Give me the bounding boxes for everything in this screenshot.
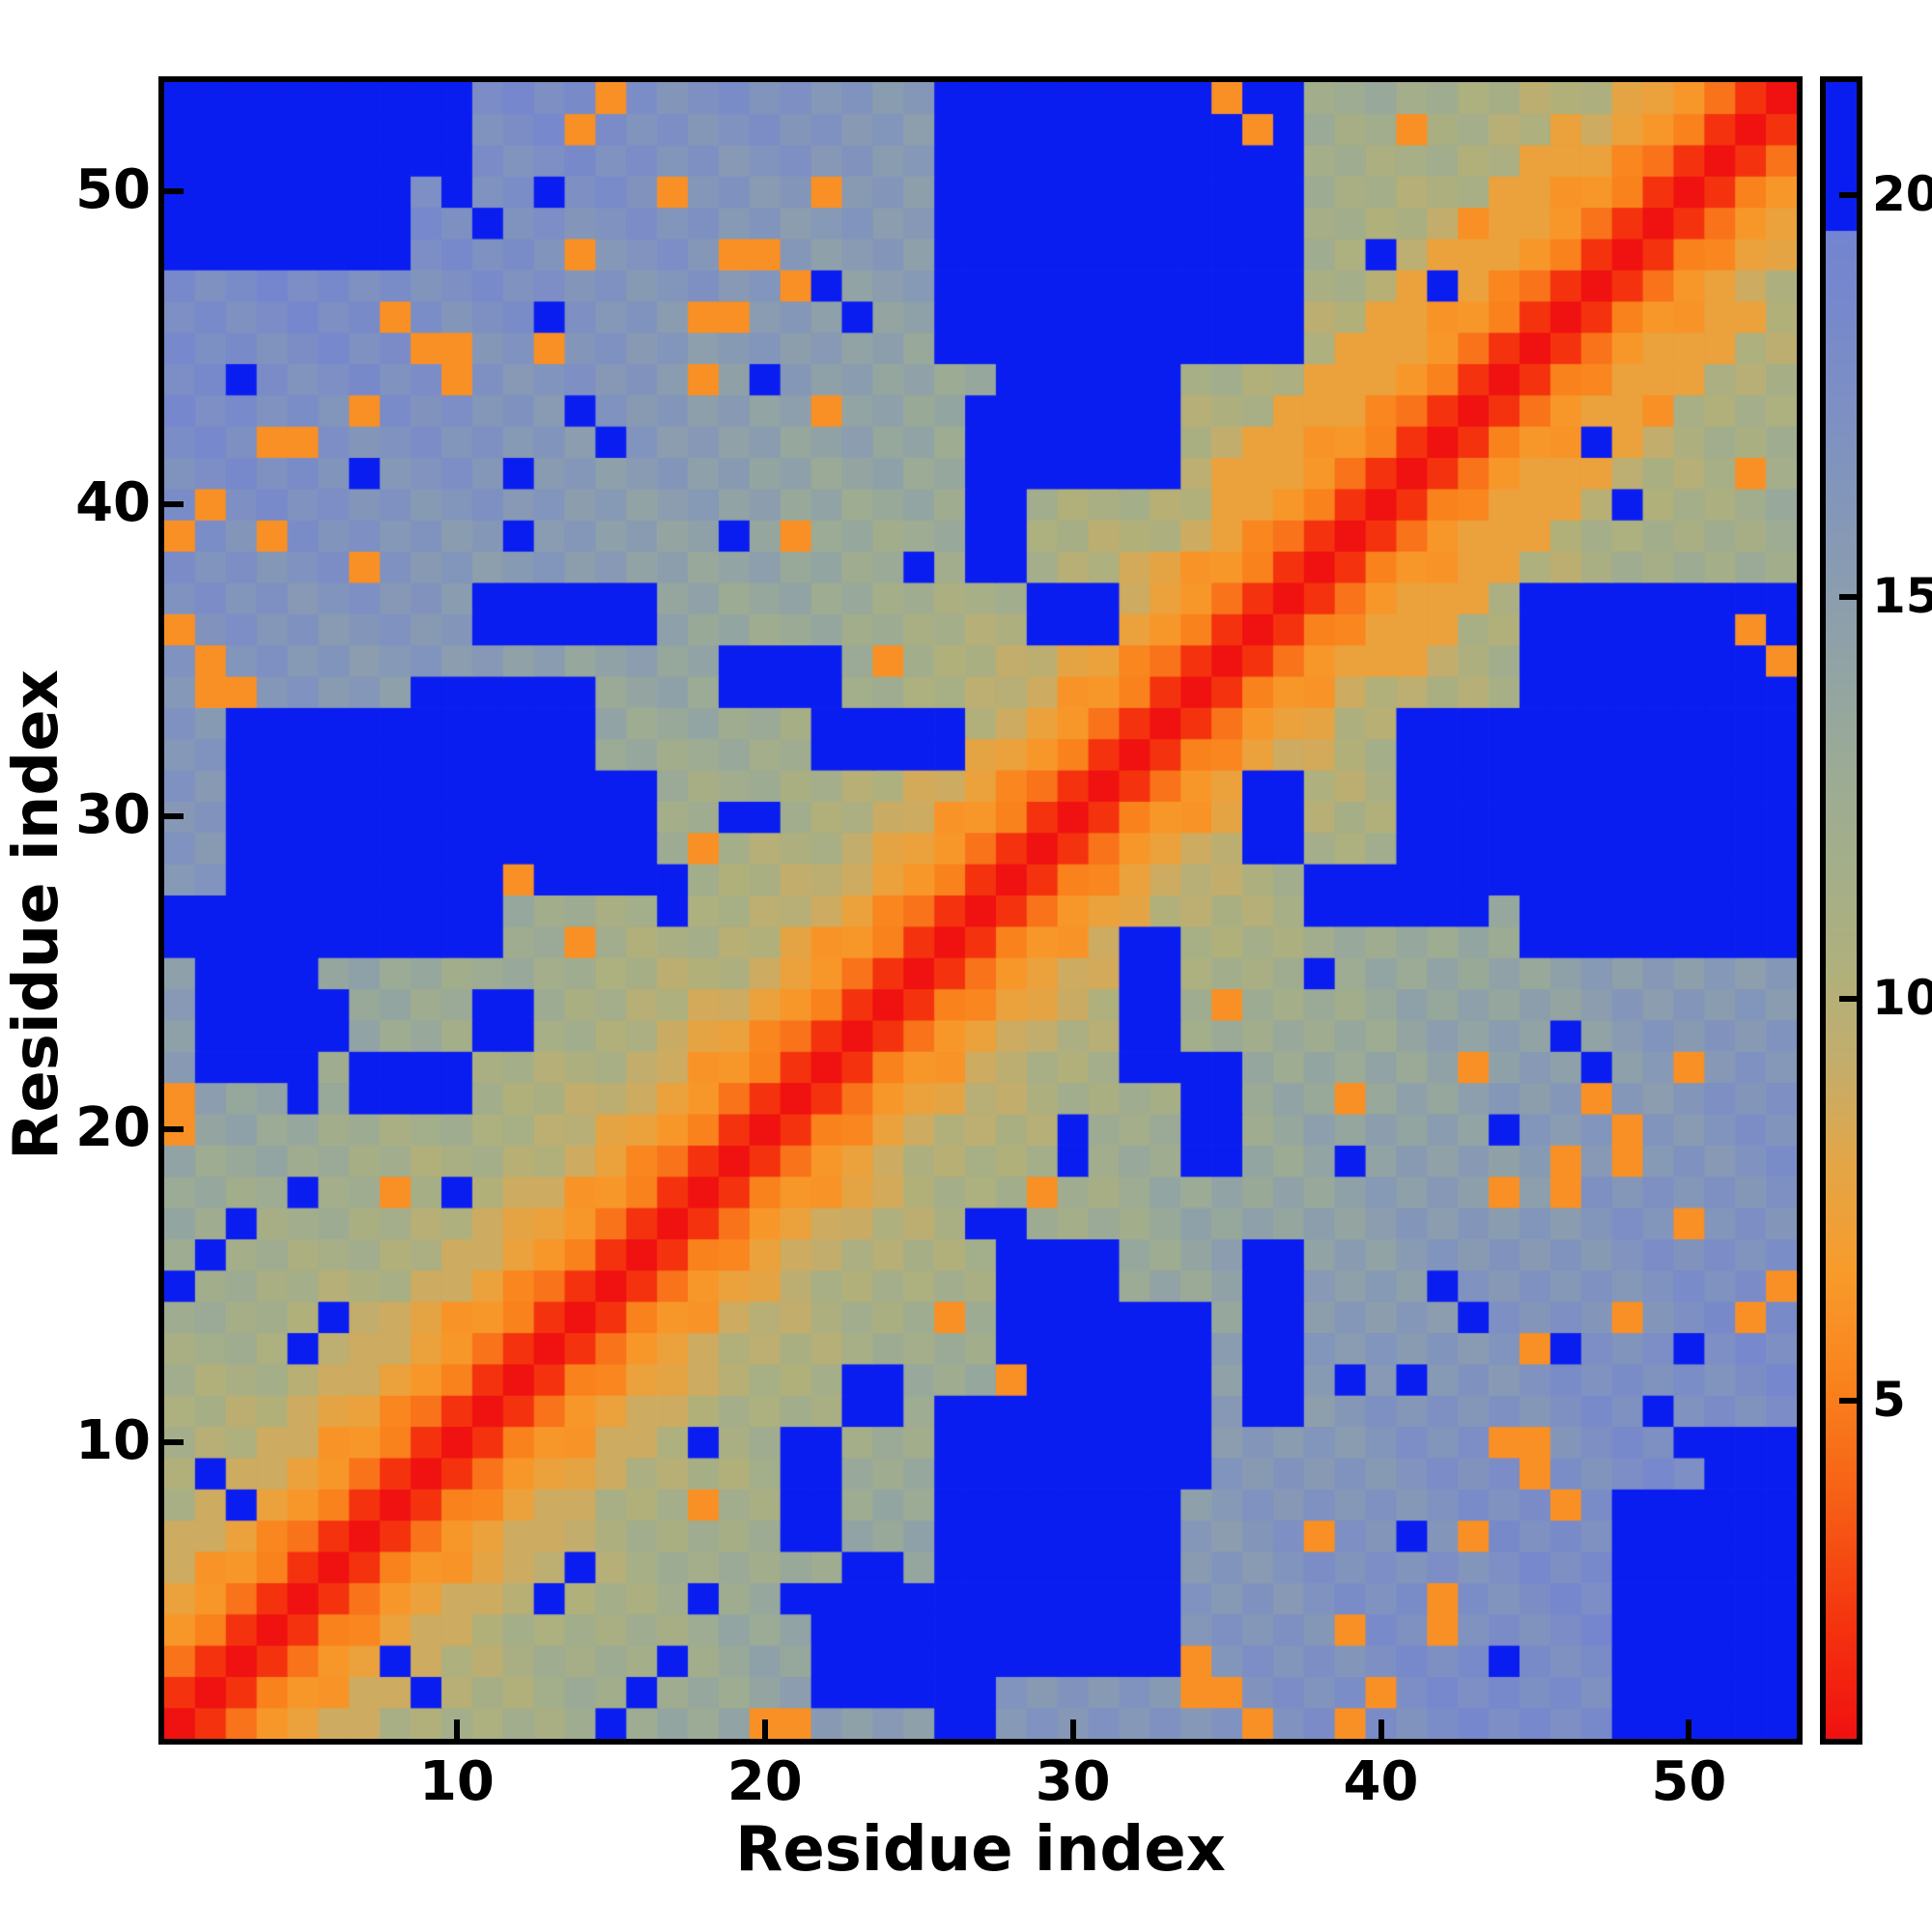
colorbar-tick-label: 15 xyxy=(1872,567,1932,624)
y-tick-mark xyxy=(164,1126,184,1132)
x-tick-label: 30 xyxy=(1035,1750,1111,1813)
y-tick-label: 50 xyxy=(75,158,151,222)
colorbar-tick-label: 20 xyxy=(1872,165,1932,222)
y-tick-label: 40 xyxy=(75,470,151,534)
x-tick-label: 50 xyxy=(1651,1750,1727,1813)
colorbar-tick-mark xyxy=(1839,593,1857,600)
x-tick-mark xyxy=(761,1719,768,1739)
colorbar-tick-mark xyxy=(1839,996,1857,1003)
heatmap-canvas xyxy=(164,82,1797,1739)
colorbar-tick-mark xyxy=(1839,1398,1857,1405)
colorbar-frame xyxy=(1820,76,1862,1745)
plot-frame xyxy=(158,76,1803,1745)
y-tick-label: 30 xyxy=(75,783,151,847)
y-tick-label: 20 xyxy=(75,1096,151,1159)
y-tick-mark xyxy=(164,1438,184,1445)
y-tick-mark xyxy=(164,813,184,820)
colorbar-tick-label: 10 xyxy=(1872,970,1932,1027)
x-tick-label: 10 xyxy=(418,1750,495,1813)
x-tick-mark xyxy=(1686,1719,1692,1739)
x-tick-mark xyxy=(1069,1719,1076,1739)
y-tick-label: 10 xyxy=(75,1408,151,1472)
colorbar-canvas xyxy=(1826,82,1857,1739)
x-tick-label: 40 xyxy=(1343,1750,1419,1813)
colorbar-tick-label: 5 xyxy=(1872,1372,1906,1429)
x-tick-mark xyxy=(1378,1719,1384,1739)
x-axis-label: Residue index xyxy=(735,1814,1226,1886)
y-tick-mark xyxy=(164,500,184,507)
y-tick-mark xyxy=(164,188,184,195)
x-tick-label: 20 xyxy=(726,1750,803,1813)
x-tick-mark xyxy=(453,1719,460,1739)
colorbar-tick-mark xyxy=(1839,191,1857,198)
